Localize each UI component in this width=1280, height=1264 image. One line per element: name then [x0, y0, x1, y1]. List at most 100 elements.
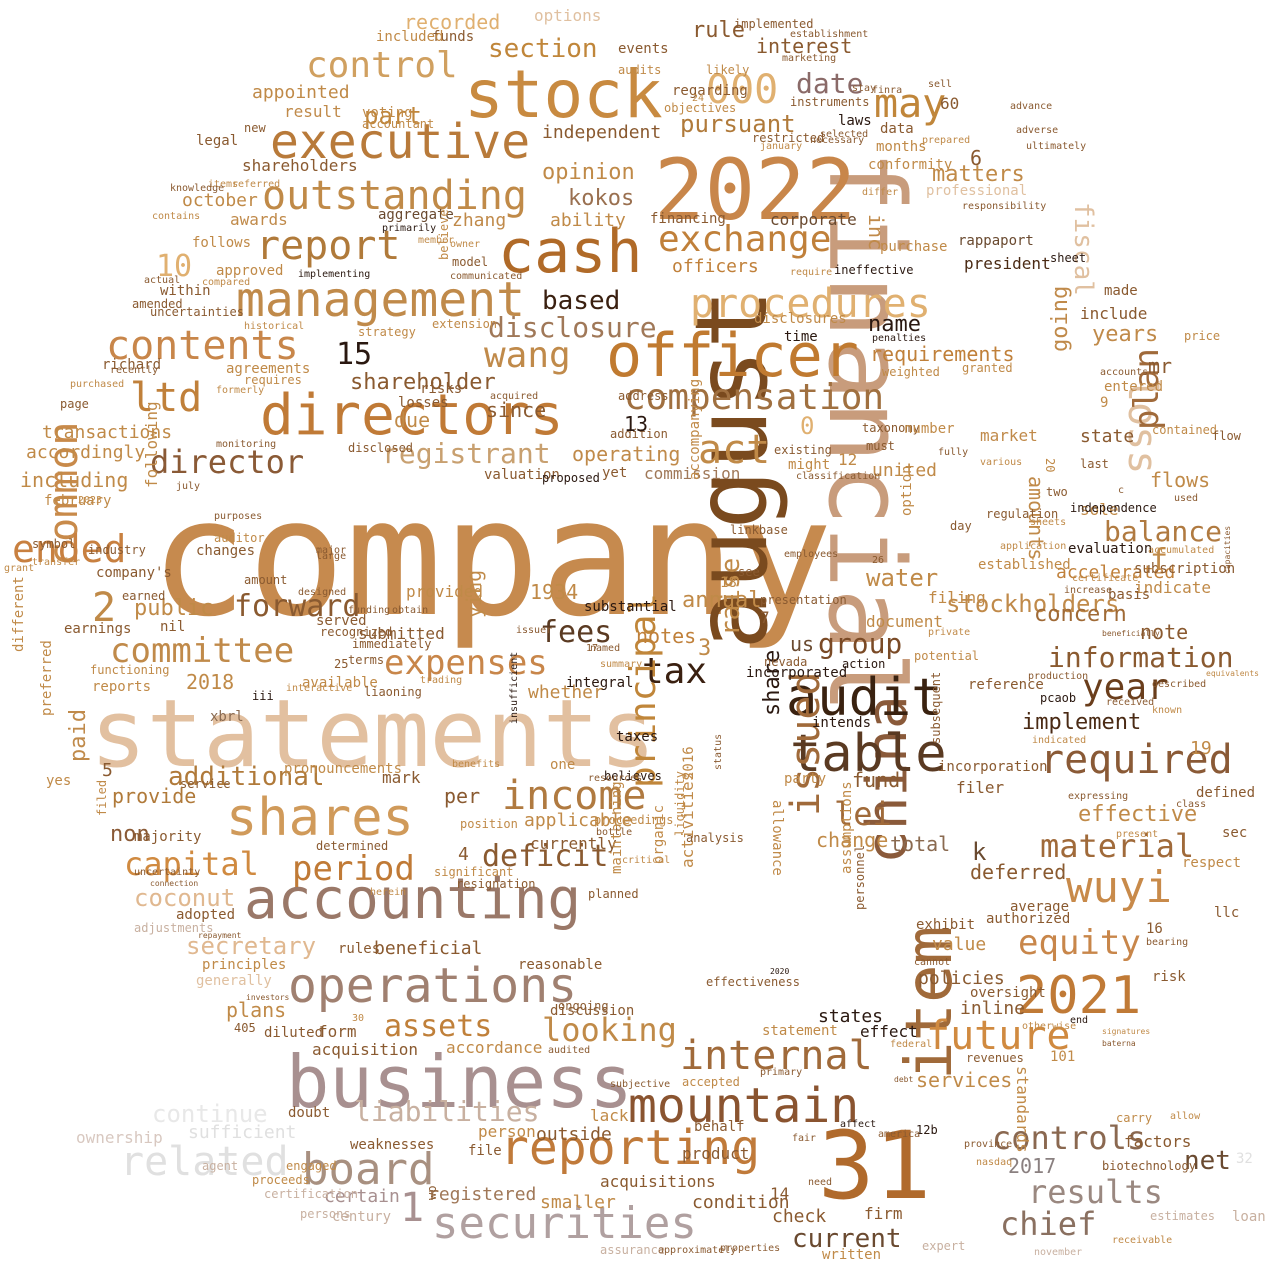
cloud-word: secretary [186, 932, 317, 960]
cloud-word: table [790, 724, 947, 784]
cloud-word: 0 [800, 412, 815, 440]
cloud-word: 101 [1050, 1049, 1076, 1065]
cloud-word: biotechnology [1102, 1159, 1196, 1173]
cloud-word: exhibit [916, 917, 976, 933]
cloud-word: approximately [658, 1245, 737, 1256]
cloud-word: transactions [42, 422, 173, 443]
cloud-word: taxes [616, 729, 659, 745]
cloud-word: provided [406, 582, 484, 601]
cloud-word: principles [202, 957, 287, 973]
cloud-word: standards [1013, 1066, 1032, 1153]
cloud-word: contained [1152, 423, 1218, 437]
cloud-word: sec [1222, 825, 1248, 841]
cloud-word: certificate [1072, 573, 1139, 584]
cloud-word: expenses [384, 643, 548, 683]
cloud-word: different [11, 576, 27, 652]
cloud-word: 2023 [78, 495, 103, 506]
cloud-word: assurance [600, 1243, 666, 1257]
cloud-word: state [1080, 426, 1135, 447]
cloud-word: described [1152, 679, 1207, 690]
cloud-word: bearing [1146, 937, 1189, 948]
cloud-word: business [286, 1040, 633, 1124]
cloud-word: herein [370, 887, 407, 898]
cloud-word: rule [692, 18, 745, 43]
cloud-word: person [478, 1122, 536, 1141]
cloud-word: company [150, 465, 833, 653]
cloud-word: day [950, 519, 972, 533]
cloud-word: proposed [542, 471, 600, 485]
cloud-word: taxonomy [862, 421, 920, 435]
cloud-word: present [1116, 829, 1159, 840]
cloud-word: sufficient [188, 1122, 297, 1143]
cloud-word: 1934 [530, 580, 579, 604]
cloud-word: 2021 [1016, 966, 1142, 1026]
cloud-word: us [790, 632, 815, 656]
cloud-word: professional [926, 183, 1028, 199]
cloud-word: necessary [810, 135, 865, 146]
cloud-word: months [876, 139, 927, 155]
cloud-word: properties [720, 1243, 781, 1254]
cloud-word: beneficially [1102, 629, 1160, 638]
cloud-word: liabilities [354, 1095, 540, 1128]
cloud-word: beneficial [374, 938, 483, 959]
cloud-word: accordingly [26, 442, 146, 463]
cloud-word: adverse [1016, 125, 1059, 136]
cloud-word: name [868, 312, 921, 337]
cloud-word: requirements [870, 342, 1015, 366]
cloud-word: actual [144, 275, 181, 286]
cloud-word: need [808, 1177, 833, 1188]
cloud-word: large [316, 551, 347, 562]
cloud-word: doubt [288, 1105, 331, 1121]
cloud-word: industry [88, 543, 146, 557]
cloud-word: 4 [458, 844, 469, 865]
cloud-word: opinion [542, 160, 635, 185]
cloud-word: events [618, 41, 669, 57]
cloud-word: acquired [490, 391, 539, 402]
cloud-word: implemented [734, 17, 814, 31]
cloud-word: wuyi [1066, 862, 1172, 913]
cloud-word: available [302, 675, 378, 691]
cloud-word: amended [132, 297, 183, 311]
cloud-word: functioning [90, 663, 170, 677]
cloud-word: awards [230, 210, 288, 229]
cloud-word: america [878, 1129, 921, 1140]
cloud-word: immediately [352, 637, 432, 651]
cloud-word: financing [650, 211, 726, 227]
cloud-word: securities [432, 1198, 697, 1249]
cloud-word: lack [590, 1106, 629, 1125]
cloud-word: operations [288, 958, 577, 1014]
cloud-word: proceedings [594, 813, 674, 827]
cloud-word: subsequent [929, 671, 943, 744]
cloud-word: risk [1152, 969, 1186, 985]
cloud-word: new [244, 121, 266, 135]
cloud-word: conformity [868, 157, 953, 173]
cloud-word: funds [432, 29, 475, 45]
cloud-word: controls [992, 1119, 1147, 1157]
cloud-word: signatures [1102, 1027, 1151, 1036]
cloud-word: market [980, 426, 1038, 445]
cloud-word: since [486, 398, 547, 422]
cloud-word: company's [96, 565, 172, 581]
cloud-word: 18 [720, 575, 737, 591]
cloud-word: determined [316, 839, 389, 853]
cloud-word: filed [95, 779, 109, 816]
cloud-word: class [1176, 799, 1207, 810]
cloud-word: likely [706, 63, 750, 77]
cloud-word: contains [152, 211, 201, 222]
cloud-word: check [772, 1206, 827, 1227]
cloud-word: approved [216, 263, 284, 279]
cloud-word: inline [960, 998, 1026, 1019]
cloud-word: mountain [628, 1078, 860, 1134]
cloud-word: stockholders [946, 590, 1120, 618]
cloud-word: acquisitions [600, 1172, 716, 1191]
cloud-word: effect [860, 1022, 918, 1041]
cloud-word: certification [264, 1187, 358, 1201]
cloud-word: obtain [392, 605, 429, 616]
cloud-word: registrant [382, 437, 551, 470]
cloud-word: investors [246, 993, 290, 1002]
cloud-word: resources [588, 773, 643, 784]
cloud-word: prepared [922, 135, 971, 146]
cloud-word: nevada [764, 655, 808, 669]
cloud-word: entered [1104, 379, 1164, 395]
cloud-word: communicated [450, 271, 523, 282]
